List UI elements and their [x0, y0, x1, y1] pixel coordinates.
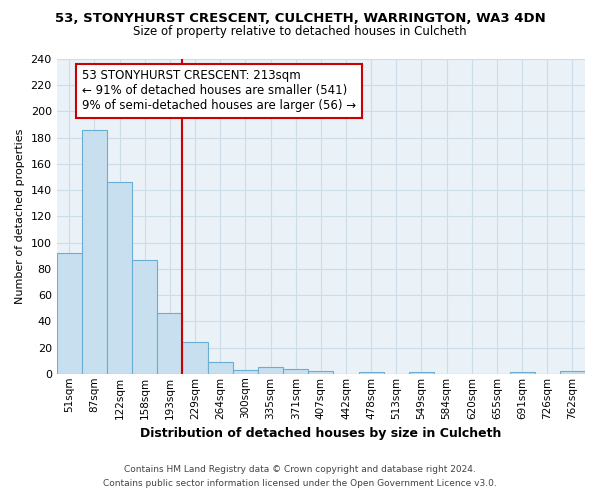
Bar — [182, 342, 208, 374]
Bar — [208, 362, 233, 374]
Bar — [82, 130, 107, 374]
Text: 53 STONYHURST CRESCENT: 213sqm
← 91% of detached houses are smaller (541)
9% of : 53 STONYHURST CRESCENT: 213sqm ← 91% of … — [82, 70, 356, 112]
Bar — [132, 260, 157, 374]
Bar — [157, 314, 182, 374]
Bar — [258, 367, 283, 374]
Bar — [509, 372, 535, 374]
Bar — [409, 372, 434, 374]
Bar — [56, 253, 82, 374]
Text: 53, STONYHURST CRESCENT, CULCHETH, WARRINGTON, WA3 4DN: 53, STONYHURST CRESCENT, CULCHETH, WARRI… — [55, 12, 545, 26]
Y-axis label: Number of detached properties: Number of detached properties — [15, 128, 25, 304]
Bar — [233, 370, 258, 374]
Bar — [283, 368, 308, 374]
Bar — [107, 182, 132, 374]
Bar — [359, 372, 384, 374]
Text: Contains HM Land Registry data © Crown copyright and database right 2024.
Contai: Contains HM Land Registry data © Crown c… — [103, 466, 497, 487]
Text: Size of property relative to detached houses in Culcheth: Size of property relative to detached ho… — [133, 25, 467, 38]
X-axis label: Distribution of detached houses by size in Culcheth: Distribution of detached houses by size … — [140, 427, 502, 440]
Bar — [560, 371, 585, 374]
Bar — [308, 371, 334, 374]
